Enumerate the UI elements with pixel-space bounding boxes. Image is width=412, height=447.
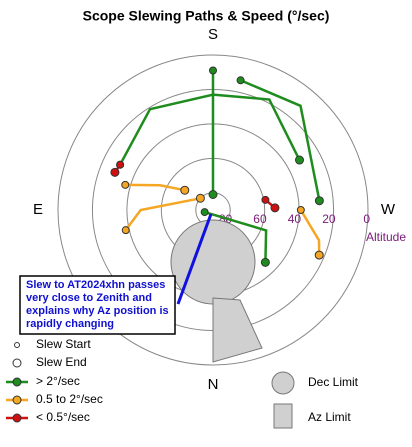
- slew-start: [121, 180, 130, 189]
- altitude-tick-label: 20: [322, 212, 336, 226]
- slew-end: [270, 203, 280, 213]
- az-limit: [212, 297, 263, 363]
- slew-path: [299, 209, 321, 256]
- slew-end: [195, 193, 205, 203]
- overlay: [110, 66, 324, 267]
- annotation-text: explains why Az position is: [26, 305, 169, 317]
- direction-label: W: [381, 201, 396, 218]
- legend-label: Slew Start: [36, 337, 91, 351]
- annotation-text: rapidly changing: [26, 318, 114, 330]
- legend-dot: [12, 395, 22, 405]
- chart-title: Scope Slewing Paths & Speed (°/sec): [83, 8, 330, 24]
- slew-end: [295, 155, 305, 165]
- legend-dot: [12, 377, 22, 387]
- legend-label: Slew End: [36, 355, 87, 369]
- legend-marker: [14, 342, 20, 348]
- grid-ring: [57, 54, 369, 366]
- slew-start: [200, 208, 209, 217]
- slew-end: [208, 190, 218, 199]
- slew-path: [118, 93, 301, 166]
- slew-path: [124, 197, 201, 231]
- annotation-box: [19, 275, 176, 335]
- slew-start: [209, 66, 217, 75]
- slew-end: [314, 250, 324, 260]
- slew-end: [180, 185, 190, 195]
- slew-end: [314, 196, 324, 206]
- legend-label: < 0.5°/sec: [36, 410, 90, 424]
- legend-dec-limit: [271, 371, 295, 395]
- slew-start: [261, 195, 270, 204]
- legend-dot: [12, 413, 22, 423]
- slew-path: [125, 183, 186, 192]
- altitude-tick-label: 0: [363, 212, 370, 226]
- slew-start: [116, 160, 125, 169]
- annotation-text: Slew to AT2024xhn passes: [26, 279, 165, 291]
- slew-start: [296, 206, 305, 214]
- slew-path: [204, 210, 268, 263]
- slew-start: [236, 76, 245, 85]
- altitude-tick-label: 60: [253, 212, 267, 226]
- legend-label: > 2°/sec: [36, 374, 80, 388]
- slew-end: [260, 257, 270, 267]
- slew-path: [240, 79, 321, 201]
- direction-label: E: [33, 201, 43, 218]
- altitude-tick-label: 40: [288, 212, 302, 226]
- legend-label: 0.5 to 2°/sec: [36, 392, 103, 406]
- direction-label: S: [208, 26, 218, 43]
- annotation-arrow: [176, 213, 213, 305]
- legend-marker: [12, 358, 22, 368]
- legend-label: Dec Limit: [308, 375, 359, 389]
- slew-start: [121, 226, 130, 235]
- legend-az-limit: [273, 403, 293, 429]
- direction-label: N: [208, 376, 219, 393]
- legend-label: Az Limit: [308, 410, 351, 424]
- altitude-axis-label: Altitude: [366, 230, 406, 244]
- annotation-text: very close to Zenith and: [26, 292, 152, 304]
- slew-end: [110, 167, 120, 177]
